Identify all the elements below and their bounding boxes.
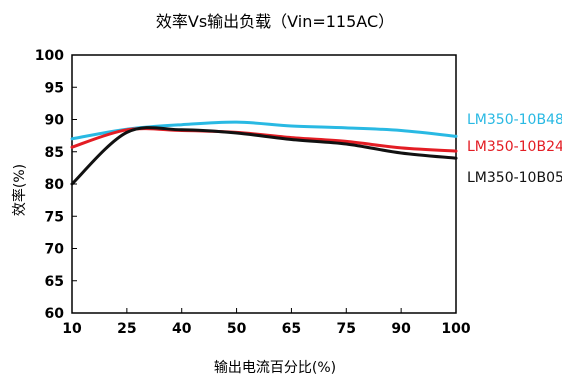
x-tick-label: 40 (172, 321, 192, 337)
legend-entry: LM350-10B05 (467, 170, 562, 186)
plot-area-frame (71, 54, 457, 314)
x-tick-label: 90 (391, 321, 411, 337)
y-axis-label: 效率(%) (11, 164, 28, 216)
chart-title: 效率Vs输出负载（Vin=115AC） (156, 12, 394, 31)
series-line-lm350-10b05 (70, 126, 458, 186)
y-tick-label: 100 (35, 48, 64, 64)
y-tick-label: 90 (45, 113, 65, 129)
y-tick-label: 70 (45, 242, 65, 258)
y-tick-label: 95 (45, 80, 64, 96)
x-tick-label: 10 (62, 321, 82, 337)
x-tick-label: 25 (117, 321, 136, 337)
y-tick-label: 80 (45, 177, 65, 193)
y-tick-label: 85 (45, 145, 64, 161)
x-tick-label: 50 (227, 321, 247, 337)
x-tick-label: 100 (441, 321, 470, 337)
legend: LM350-10B48 LM350-10B24 LM350-10B05 (467, 112, 562, 186)
series-layer (70, 120, 458, 186)
legend-entry: LM350-10B24 (467, 139, 562, 155)
x-tick-label: 65 (282, 321, 301, 337)
x-axis-label: 输出电流百分比(%) (214, 360, 336, 376)
axis-ticks: 60 65 70 75 80 85 90 95 100 10 25 40 50 65 75 90 100 (35, 48, 471, 337)
y-tick-label: 65 (45, 274, 64, 290)
legend-entry: LM350-10B48 (467, 112, 562, 128)
y-tick-label: 60 (45, 306, 65, 322)
x-tick-label: 75 (337, 321, 356, 337)
y-tick-label: 75 (45, 209, 64, 225)
